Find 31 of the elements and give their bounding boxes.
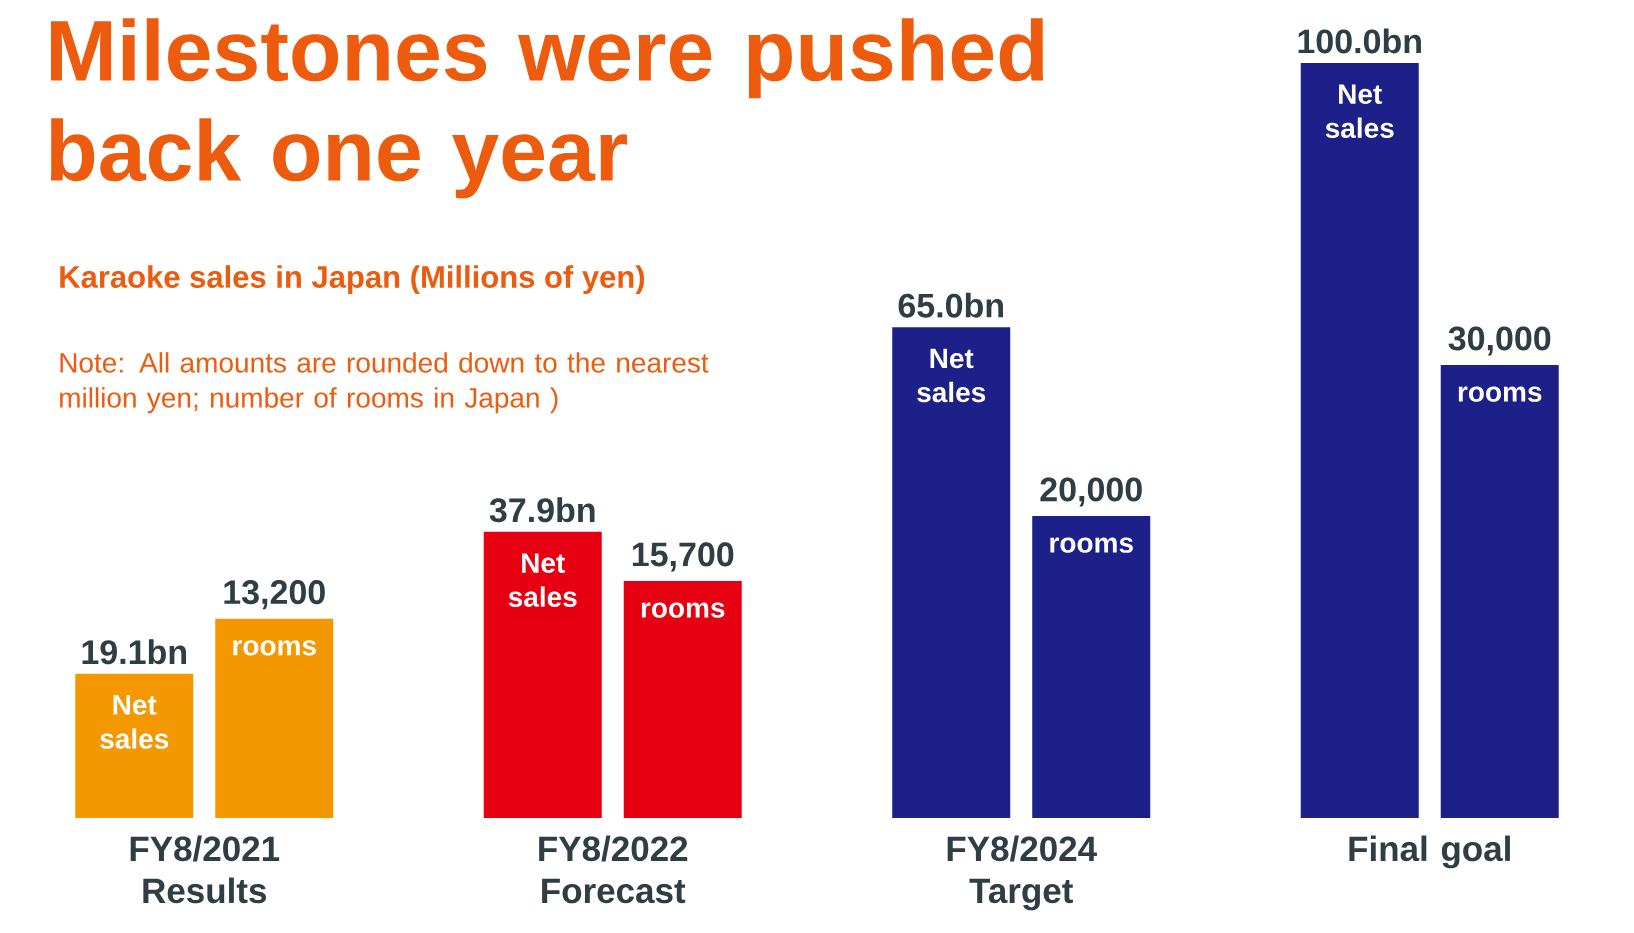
- bar: [623, 580, 742, 818]
- data-label: 19.1bn: [82, 639, 186, 665]
- x-tick-label: Final goal: [1349, 835, 1510, 869]
- bar: [892, 327, 1011, 818]
- text: Net sales: [100, 695, 169, 749]
- data-label: 100.0bn: [1298, 28, 1421, 54]
- text: rooms: [233, 640, 316, 656]
- data-label: 13,200: [224, 580, 325, 610]
- bar: [1032, 515, 1151, 818]
- text: Net sales: [917, 348, 986, 403]
- text: rooms: [641, 602, 725, 618]
- text: rooms: [1050, 537, 1133, 553]
- bar: [75, 673, 194, 818]
- data-label: 20,000: [1040, 477, 1142, 507]
- text: Karaoke sales in Japan (Millions of yen): [60, 265, 645, 295]
- x-tick-label: FY8/2022 Forecast: [539, 835, 688, 904]
- bar: [1440, 364, 1559, 818]
- data-label: 15,700: [632, 542, 734, 572]
- bar: [483, 531, 602, 818]
- series-label: rooms: [1458, 386, 1542, 402]
- bar: [1300, 62, 1419, 818]
- bar: [215, 618, 334, 818]
- x-tick-label: FY8/2021 Results: [130, 835, 280, 904]
- data-label: 65.0bn: [898, 292, 1003, 318]
- x-tick-label: FY8/2024 Target: [947, 835, 1097, 911]
- text: Net sales: [1325, 84, 1394, 139]
- series-label: Net sales: [508, 553, 577, 607]
- data-label: 30,000: [1448, 326, 1551, 356]
- annotation: Note: All amounts are rounded down to the nearest million yen; number of rooms in Japan ): [60, 352, 709, 414]
- data-label: 37.9bn: [489, 497, 595, 523]
- chart-title: Milestones were pushed back one year: [50, 18, 1044, 199]
